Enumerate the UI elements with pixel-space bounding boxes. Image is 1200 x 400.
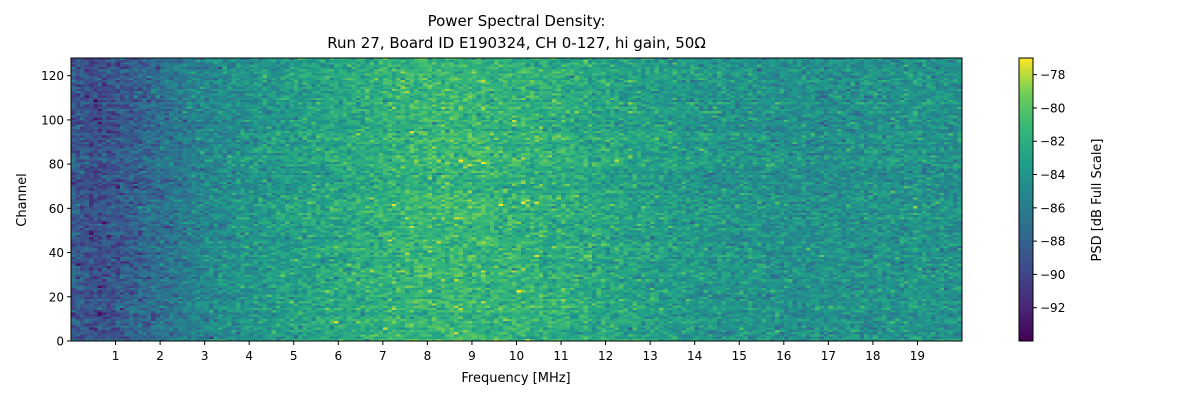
x-tick-label: 7 xyxy=(379,349,387,363)
y-tick-label: 0 xyxy=(56,335,64,349)
x-tick-label: 19 xyxy=(910,349,925,363)
y-axis-ticks: 0 20 40 60 80 100 120 xyxy=(41,69,71,349)
x-tick-label: 11 xyxy=(553,349,568,363)
colorbar-tick-label: −84 xyxy=(1040,168,1065,182)
colorbar xyxy=(1018,57,1034,342)
heatmap-image xyxy=(71,58,962,341)
y-axis-label: Channel xyxy=(15,173,30,226)
chart-title-line-2: Run 27, Board ID E190324, CH 0-127, hi g… xyxy=(327,34,706,52)
y-tick-label: 100 xyxy=(41,113,64,127)
y-tick-label: 120 xyxy=(41,69,64,83)
colorbar-tick-label: −90 xyxy=(1040,268,1065,282)
x-tick-label: 1 xyxy=(112,349,120,363)
colorbar-tick-label: −78 xyxy=(1040,68,1065,82)
x-axis-label: Frequency [MHz] xyxy=(461,371,570,386)
x-tick-label: 5 xyxy=(290,349,298,363)
x-tick-label: 16 xyxy=(776,349,791,363)
y-tick-label: 80 xyxy=(49,158,64,172)
x-tick-label: 2 xyxy=(156,349,164,363)
x-tick-label: 12 xyxy=(598,349,613,363)
colorbar-tick-label: −86 xyxy=(1040,201,1065,215)
x-tick-label: 10 xyxy=(509,349,524,363)
x-tick-label: 13 xyxy=(643,349,658,363)
y-tick-label: 60 xyxy=(49,202,64,216)
colorbar-tick-label: −92 xyxy=(1040,301,1065,315)
y-tick-label: 40 xyxy=(49,246,64,260)
x-tick-label: 17 xyxy=(821,349,836,363)
x-tick-label: 18 xyxy=(865,349,880,363)
x-tick-label: 15 xyxy=(732,349,747,363)
colorbar-tick-label: −82 xyxy=(1040,135,1065,149)
x-tick-label: 3 xyxy=(201,349,209,363)
x-tick-label: 14 xyxy=(687,349,702,363)
y-tick-label: 20 xyxy=(49,290,64,304)
x-tick-label: 9 xyxy=(468,349,476,363)
x-tick-label: 8 xyxy=(424,349,432,363)
x-tick-label: 4 xyxy=(245,349,253,363)
x-axis-ticks: 1 2 3 4 5 6 7 8 9 10 11 12 13 14 15 16 17 18 19 xyxy=(112,341,925,363)
x-tick-label: 6 xyxy=(334,349,342,363)
colorbar-tick-label: −88 xyxy=(1040,235,1065,249)
colorbar-tick-label: −80 xyxy=(1040,101,1065,115)
colorbar-ticks: −78 −80 −82 −84 −86 −88 −90 −92 xyxy=(1033,68,1065,315)
chart-title-line-1: Power Spectral Density: xyxy=(427,12,606,30)
colorbar-label: PSD [dB Full Scale] xyxy=(1090,138,1105,261)
